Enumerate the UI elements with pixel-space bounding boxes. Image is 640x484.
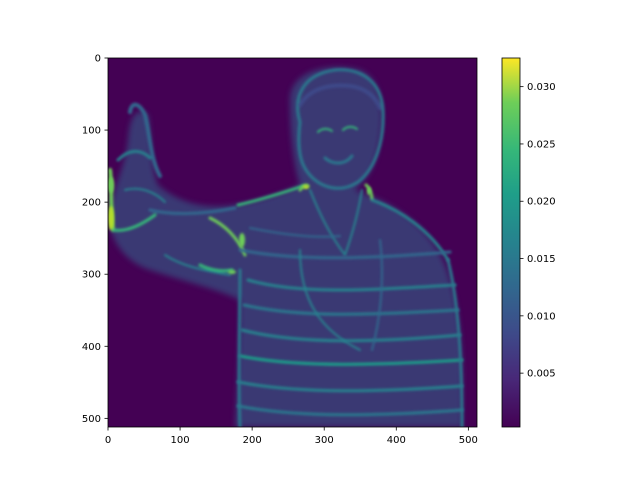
y-tick-label: 0 bbox=[95, 54, 101, 65]
y-tick-label: 400 bbox=[82, 342, 101, 353]
y-tick-label: 500 bbox=[82, 414, 101, 425]
x-tick-label: 0 bbox=[105, 435, 111, 446]
hot-spot-sleeve bbox=[228, 270, 236, 274]
hot-spot-shoulder-left bbox=[303, 185, 309, 189]
colorbar-tick-label: 0.010 bbox=[527, 311, 556, 322]
hot-spots bbox=[108, 177, 371, 274]
colorbar-tick-label: 0.020 bbox=[527, 197, 556, 208]
body-edges bbox=[237, 239, 464, 427]
x-tick-label: 400 bbox=[387, 435, 406, 446]
head-outline bbox=[296, 68, 385, 190]
y-tick-label: 100 bbox=[82, 126, 101, 137]
colorbar: 0.005 0.010 0.015 0.020 0.025 0.030 bbox=[501, 57, 556, 428]
hot-spot-shoulder-right bbox=[367, 187, 371, 195]
heatmap-image bbox=[108, 58, 477, 427]
x-tick-label: 200 bbox=[243, 435, 262, 446]
colorbar-ticks: 0.005 0.010 0.015 0.020 0.025 0.030 bbox=[520, 82, 556, 380]
hot-spot-hand bbox=[108, 177, 114, 193]
colorbar-tick-label: 0.030 bbox=[527, 82, 556, 93]
colorbar-gradient bbox=[502, 58, 520, 427]
hot-spot-arm bbox=[239, 233, 245, 247]
y-axis: 0 100 200 300 400 500 bbox=[82, 54, 108, 425]
colorbar-tick-label: 0.015 bbox=[527, 254, 556, 265]
x-tick-label: 100 bbox=[171, 435, 190, 446]
x-tick-label: 300 bbox=[315, 435, 334, 446]
x-tick-label: 500 bbox=[459, 435, 478, 446]
plot-frame bbox=[107, 57, 478, 428]
collar bbox=[309, 189, 363, 256]
x-axis: 0 100 200 300 400 500 bbox=[105, 427, 478, 446]
y-tick-label: 300 bbox=[82, 270, 101, 281]
thumb-hand bbox=[108, 102, 237, 232]
hot-spot-thumb bbox=[108, 206, 114, 230]
colorbar-tick-label: 0.005 bbox=[527, 369, 556, 380]
colorbar-frame bbox=[501, 57, 521, 428]
colorbar-tick-label: 0.025 bbox=[527, 139, 556, 150]
y-tick-label: 200 bbox=[82, 198, 101, 209]
